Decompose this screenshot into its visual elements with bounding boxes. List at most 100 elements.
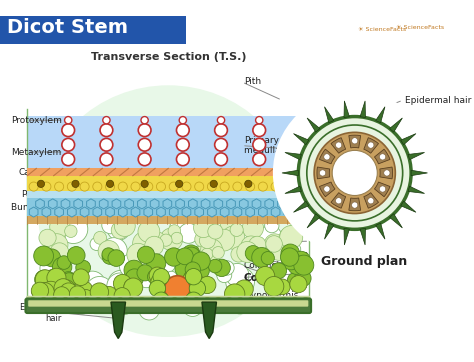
Circle shape — [199, 276, 216, 294]
Circle shape — [100, 138, 113, 151]
Text: Phloem: Phloem — [35, 178, 68, 188]
Circle shape — [148, 298, 157, 307]
Circle shape — [160, 234, 172, 246]
Text: Metaxylem: Metaxylem — [11, 148, 62, 156]
Text: Pericycle: Pericycle — [21, 190, 62, 199]
Wedge shape — [364, 138, 379, 153]
Circle shape — [213, 229, 235, 251]
Circle shape — [124, 278, 143, 297]
Circle shape — [199, 223, 220, 244]
Circle shape — [264, 234, 285, 255]
Circle shape — [38, 203, 51, 216]
Polygon shape — [344, 228, 349, 245]
Circle shape — [41, 253, 55, 268]
Circle shape — [229, 223, 250, 244]
Circle shape — [166, 271, 177, 282]
Circle shape — [111, 222, 129, 239]
Circle shape — [73, 269, 89, 286]
Polygon shape — [390, 214, 402, 228]
Circle shape — [72, 180, 79, 188]
Circle shape — [185, 292, 202, 308]
Circle shape — [195, 245, 209, 259]
Circle shape — [182, 272, 201, 290]
Circle shape — [113, 274, 132, 292]
Circle shape — [126, 279, 142, 295]
Circle shape — [102, 216, 119, 234]
Circle shape — [253, 124, 265, 136]
Circle shape — [319, 170, 326, 176]
Circle shape — [217, 268, 232, 283]
FancyBboxPatch shape — [26, 298, 311, 313]
Circle shape — [208, 182, 217, 191]
Circle shape — [133, 232, 156, 255]
Circle shape — [59, 223, 78, 242]
Text: Cortex: Cortex — [244, 273, 283, 283]
Circle shape — [93, 182, 102, 191]
Circle shape — [208, 224, 223, 239]
Circle shape — [98, 240, 119, 262]
Circle shape — [167, 281, 182, 296]
Circle shape — [146, 254, 166, 273]
FancyBboxPatch shape — [27, 296, 310, 308]
Circle shape — [264, 219, 279, 233]
Circle shape — [242, 217, 264, 239]
Bar — [27, 176, 309, 191]
Polygon shape — [307, 214, 320, 228]
Wedge shape — [317, 167, 330, 179]
Wedge shape — [319, 182, 335, 197]
Circle shape — [298, 117, 411, 230]
Circle shape — [67, 278, 89, 299]
Circle shape — [73, 281, 93, 300]
Circle shape — [47, 268, 66, 287]
Circle shape — [222, 226, 245, 249]
Circle shape — [108, 250, 125, 266]
Circle shape — [220, 261, 234, 275]
Circle shape — [225, 298, 234, 307]
Circle shape — [137, 265, 153, 281]
Circle shape — [186, 247, 201, 261]
Circle shape — [104, 205, 123, 223]
Circle shape — [141, 117, 148, 124]
Circle shape — [203, 298, 212, 307]
Circle shape — [127, 264, 140, 277]
Circle shape — [182, 245, 200, 263]
Circle shape — [38, 206, 54, 222]
Circle shape — [171, 232, 182, 244]
Circle shape — [336, 142, 342, 148]
Circle shape — [275, 175, 289, 189]
Wedge shape — [380, 167, 392, 179]
Circle shape — [116, 298, 125, 307]
Circle shape — [183, 270, 199, 286]
Circle shape — [260, 249, 285, 275]
Circle shape — [195, 231, 210, 247]
Circle shape — [160, 257, 175, 273]
Circle shape — [226, 264, 249, 287]
Circle shape — [101, 238, 127, 264]
Bar — [27, 198, 309, 216]
Circle shape — [124, 278, 140, 295]
Circle shape — [225, 284, 245, 304]
Circle shape — [42, 182, 51, 191]
Circle shape — [301, 298, 310, 307]
Circle shape — [249, 236, 266, 254]
Circle shape — [38, 247, 51, 260]
Circle shape — [54, 248, 65, 260]
Bar — [27, 115, 309, 168]
Circle shape — [219, 186, 245, 213]
Circle shape — [45, 269, 63, 287]
Circle shape — [35, 270, 54, 289]
Circle shape — [266, 236, 283, 252]
Circle shape — [215, 153, 228, 166]
Circle shape — [40, 258, 60, 278]
Circle shape — [268, 298, 277, 307]
Circle shape — [279, 180, 286, 188]
Polygon shape — [360, 101, 365, 118]
Polygon shape — [360, 228, 365, 245]
Circle shape — [259, 226, 282, 248]
Wedge shape — [349, 135, 361, 148]
Wedge shape — [331, 138, 346, 153]
Circle shape — [80, 182, 89, 191]
Circle shape — [245, 245, 261, 261]
Polygon shape — [285, 186, 301, 193]
Circle shape — [197, 208, 223, 234]
